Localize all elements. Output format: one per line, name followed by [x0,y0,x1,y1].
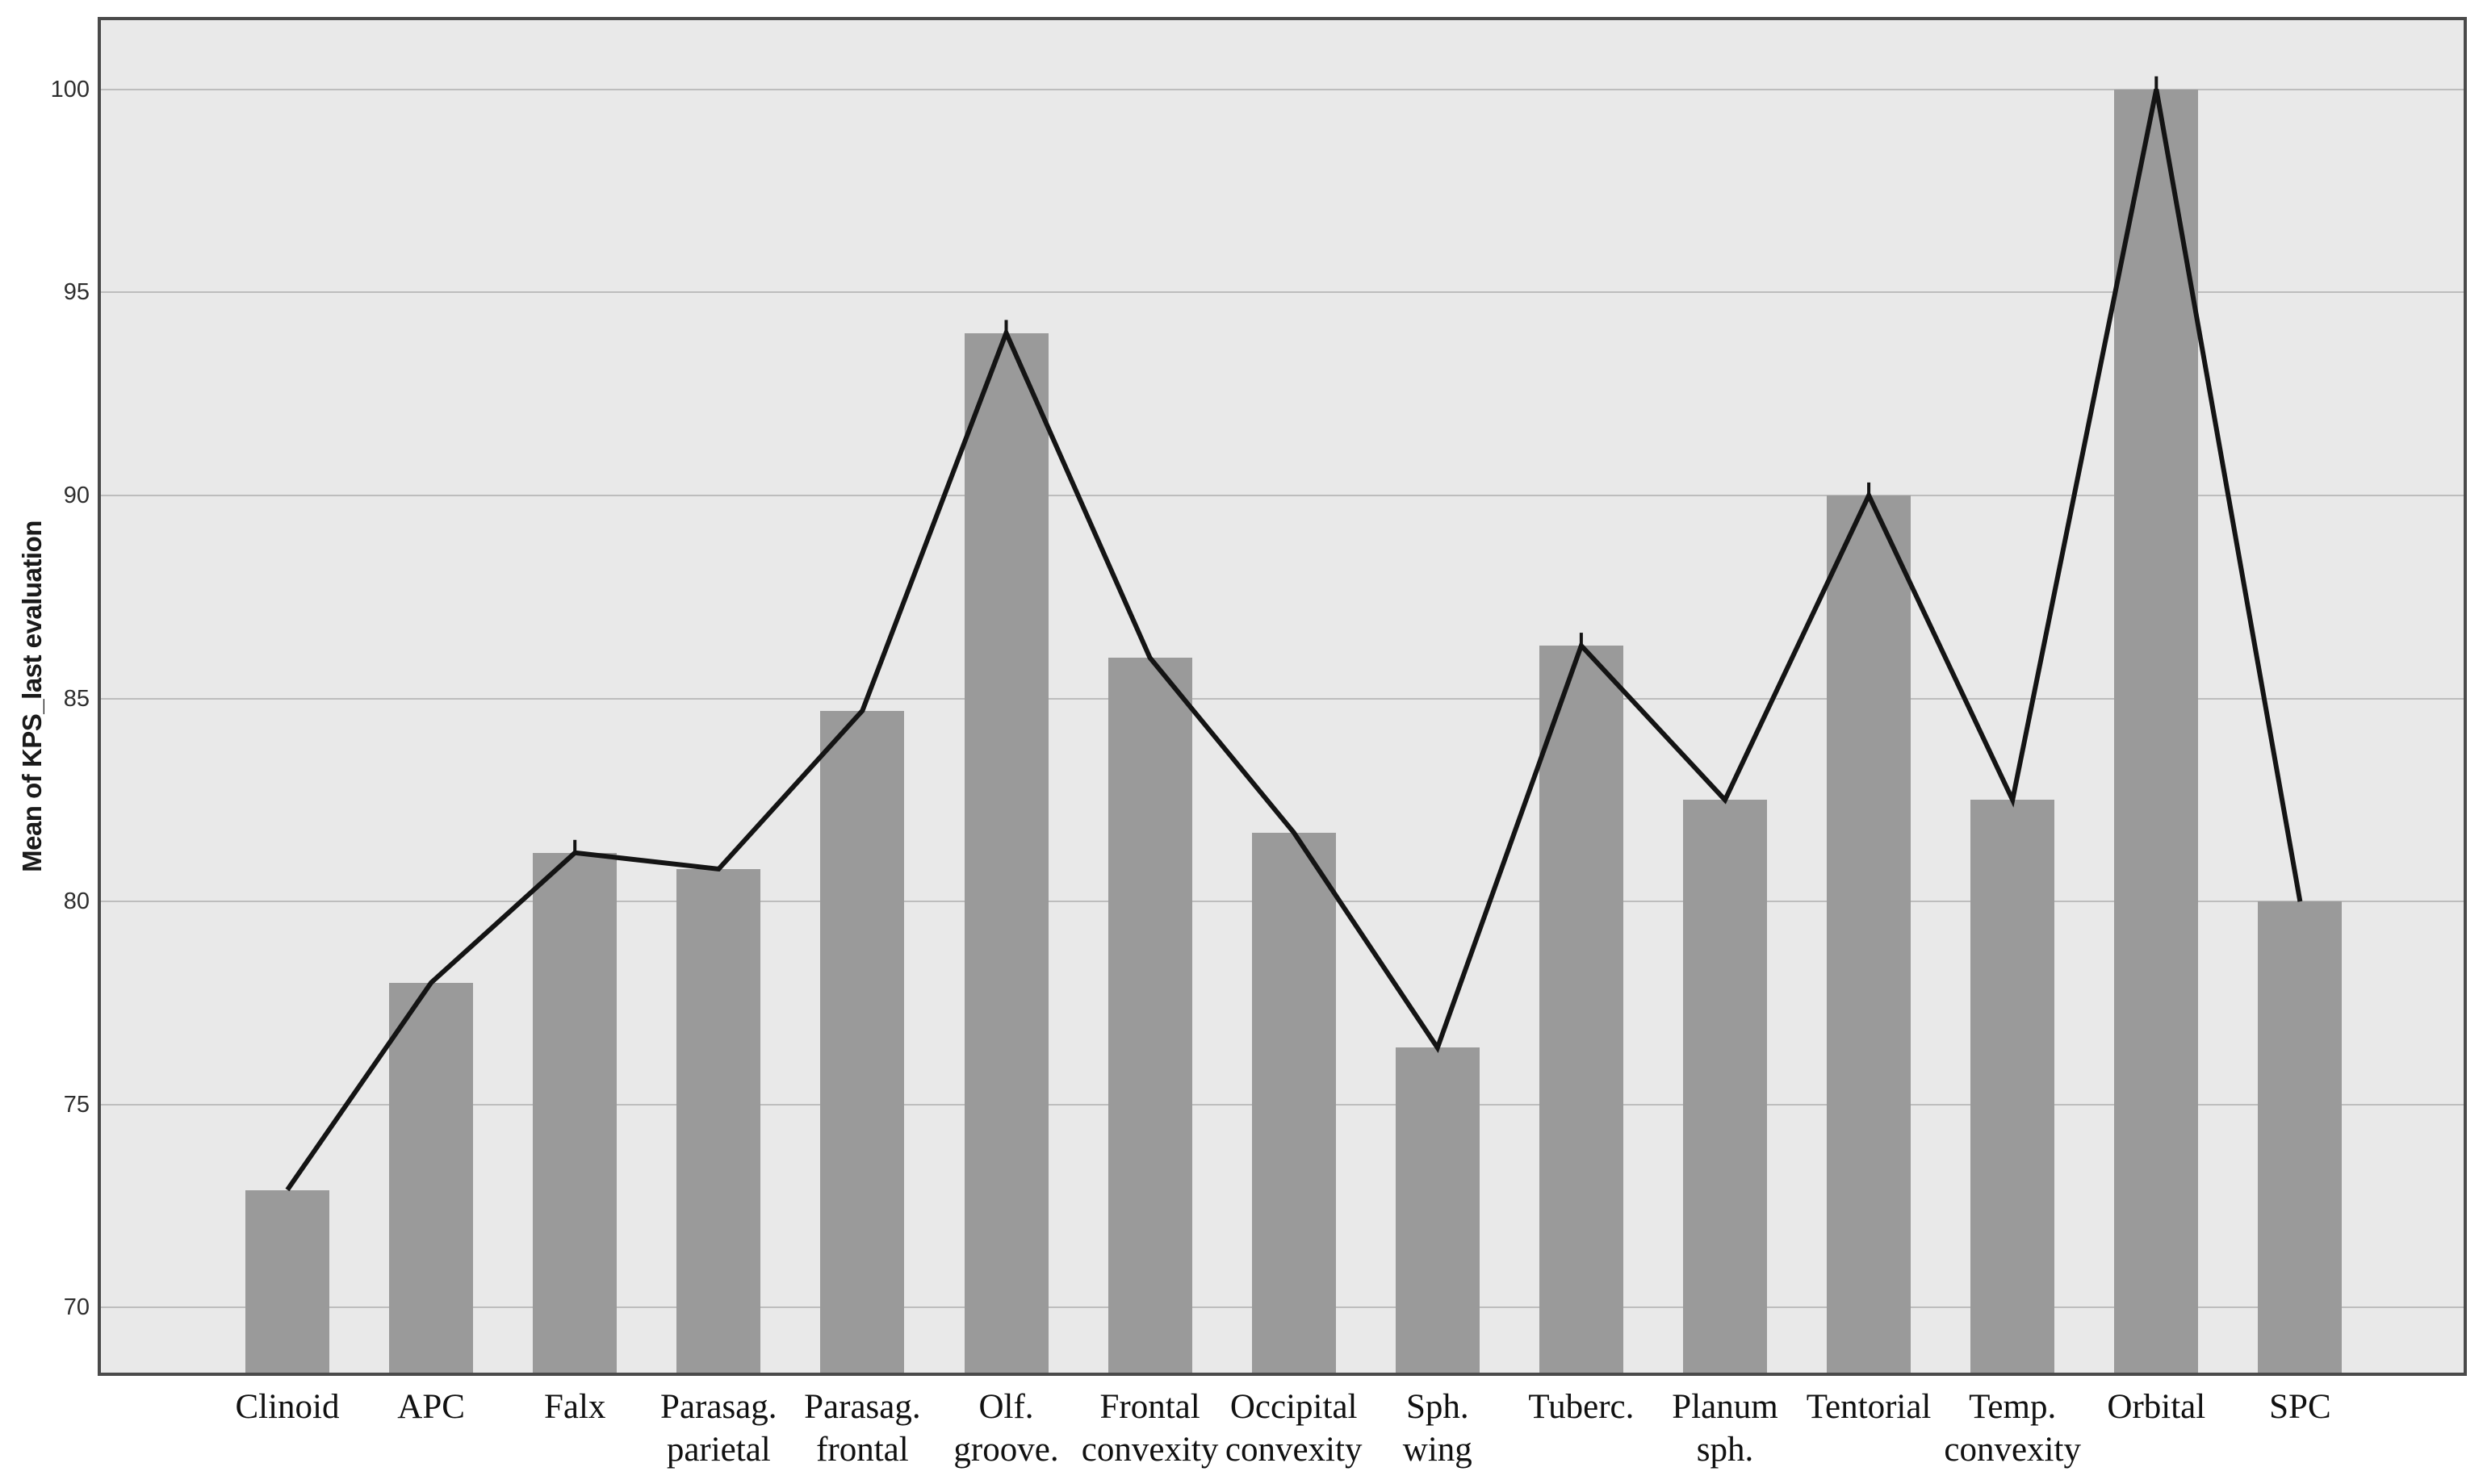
bar-orbital [2114,89,2199,1373]
x-tick-label-orbital: Orbital [2107,1388,2206,1426]
x-tick-label-temp-convexity: Temp. convexity [1944,1388,2081,1469]
bar-tuberc [1539,646,1623,1373]
bar-falx [533,852,618,1373]
bar-tentorial [1827,495,1911,1373]
bar-apc [389,982,474,1373]
x-tick-label-frontal-convexity: Frontal convexity [1081,1388,1219,1469]
gridline-90 [101,494,2464,496]
y-tick-label-95: 95 [63,279,90,306]
x-tick-label-parasag-frontal: Parasag. frontal [804,1388,921,1469]
bar-occipital-convexity [1251,832,1336,1373]
y-tick-label-100: 100 [50,76,90,102]
gridline-100 [101,88,2464,90]
bar-spc [2258,901,2343,1373]
bar-temp-convexity [1970,800,2055,1373]
x-tick-label-occipital-convexity: Occipital convexity [1225,1388,1363,1469]
bar-parasag-frontal [820,710,905,1373]
x-tick-label-planum-sph: Planum sph. [1672,1388,1778,1469]
y-tick-label-80: 80 [63,888,90,915]
trend-line [285,89,2303,1192]
y-tick-label-90: 90 [63,482,90,508]
x-tick-label-parasag-parietal: Parasag. parietal [660,1388,777,1469]
trend-line-layer [285,76,2303,1192]
bar-sph-wing [1395,1047,1480,1373]
bar-parasag-parietal [676,868,761,1373]
gridline-85 [101,697,2464,700]
y-tick-label-75: 75 [63,1091,90,1118]
bar-olf-groove [964,332,1049,1373]
x-tick-label-clinoid: Clinoid [235,1388,340,1426]
y-tick-label-70: 70 [63,1294,90,1321]
y-tick-label-85: 85 [63,685,90,712]
gridline-95 [101,291,2464,294]
x-tick-label-olf-groove: Olf. groove. [953,1388,1059,1469]
bar-frontal-convexity [1108,658,1192,1373]
bar-clinoid [245,1189,329,1373]
bar-planum-sph [1683,800,1767,1373]
x-tick-label-tuberc: Tuberc. [1528,1388,1635,1426]
plot-area [98,17,2467,1376]
x-tick-label-falx: Falx [543,1388,606,1426]
x-tick-label-spc: SPC [2269,1388,2331,1426]
x-tick-label-sph-wing: Sph. wing [1402,1388,1472,1469]
x-tick-label-apc: APC [397,1388,465,1426]
x-tick-label-tentorial: Tentorial [1806,1388,1932,1426]
